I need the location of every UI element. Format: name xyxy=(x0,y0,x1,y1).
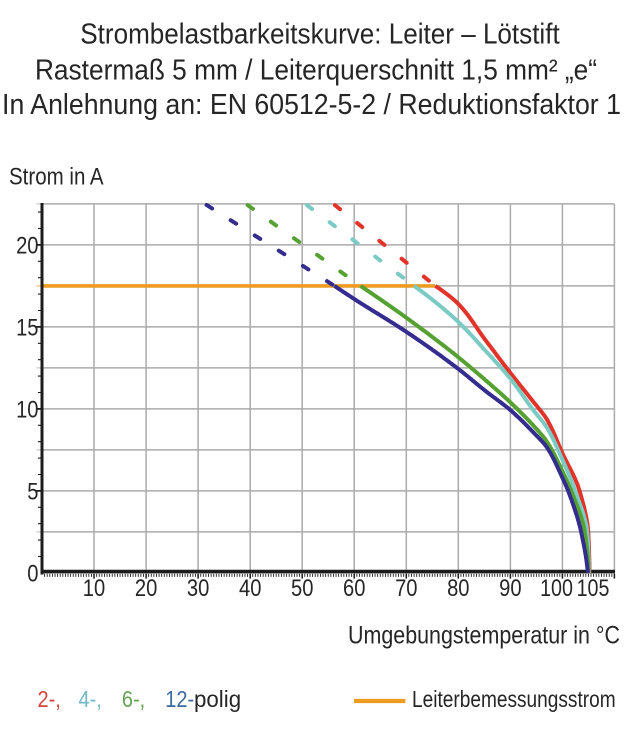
svg-text:polig: polig xyxy=(194,686,241,712)
svg-text:50: 50 xyxy=(291,574,313,601)
svg-text:60: 60 xyxy=(343,574,365,601)
svg-text:20: 20 xyxy=(16,232,38,259)
svg-text:Strombelastbarkeitskurve: Leit: Strombelastbarkeitskurve: Leiter – Lötst… xyxy=(80,17,560,49)
svg-text:In Anlehnung an: EN 60512-5-2: In Anlehnung an: EN 60512-5-2 / Reduktio… xyxy=(2,88,621,120)
svg-text:70: 70 xyxy=(395,574,417,601)
svg-text:90: 90 xyxy=(499,574,521,601)
svg-text:0: 0 xyxy=(27,560,38,587)
svg-text:2-,: 2-, xyxy=(38,686,61,713)
svg-text:10: 10 xyxy=(16,396,38,423)
svg-text:Rastermaß 5 mm / Leiterquersch: Rastermaß 5 mm / Leiterquerschnitt 1,5 m… xyxy=(35,54,597,86)
svg-text:Strom in A: Strom in A xyxy=(9,163,104,190)
svg-text:Umgebungstemperatur in °C: Umgebungstemperatur in °C xyxy=(348,621,620,649)
svg-text:30: 30 xyxy=(187,574,209,601)
svg-text:100: 100 xyxy=(540,574,573,601)
svg-text:5: 5 xyxy=(27,478,38,505)
svg-text:40: 40 xyxy=(239,574,261,601)
svg-text:105: 105 xyxy=(577,574,610,601)
svg-text:15: 15 xyxy=(16,314,38,341)
svg-text:6-,: 6-, xyxy=(122,686,145,713)
svg-text:Leiterbemessungsstrom: Leiterbemessungsstrom xyxy=(412,687,616,712)
svg-text:10: 10 xyxy=(83,574,105,601)
svg-text:80: 80 xyxy=(447,574,469,601)
svg-text:4-,: 4-, xyxy=(79,686,102,713)
svg-text:20: 20 xyxy=(135,574,157,601)
svg-text:12-: 12- xyxy=(165,686,194,713)
